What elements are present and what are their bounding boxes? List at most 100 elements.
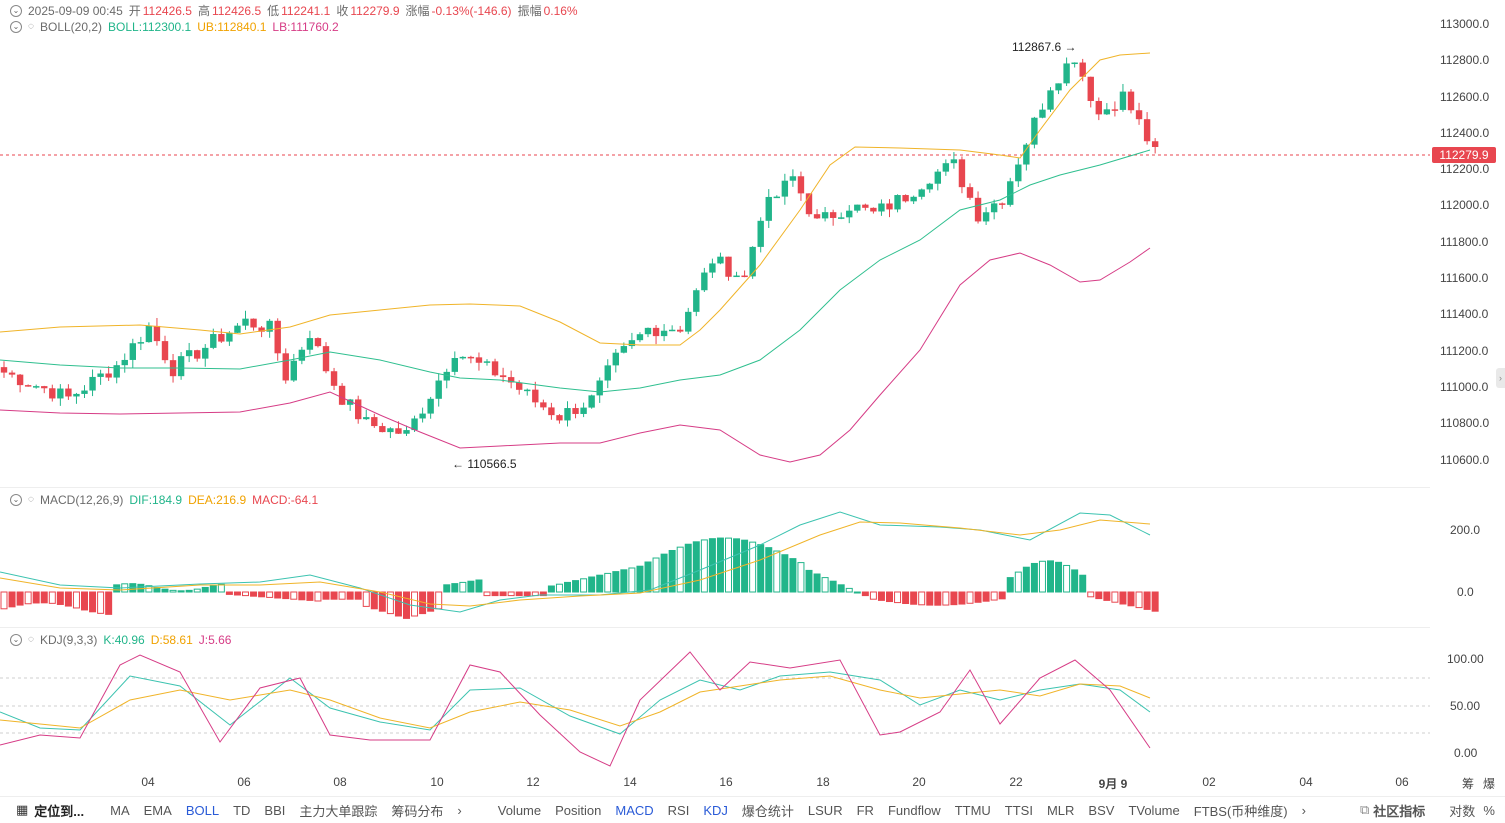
macd-tick: 0.0 [1457, 585, 1474, 599]
candle-body [177, 356, 185, 377]
macd-histogram-bar [161, 588, 169, 593]
collapse-icon[interactable]: ⌄ [10, 634, 22, 646]
candle-body [137, 342, 145, 344]
macd-histogram-bar [354, 591, 362, 600]
macd-histogram-bar [990, 591, 998, 601]
change-value: -0.13%(-146.6) [431, 3, 512, 18]
community-indicators-button[interactable]: 社区指标 [1373, 803, 1426, 819]
calendar-icon[interactable]: ▦ [16, 802, 29, 817]
indicator-mlr[interactable]: MLR [1046, 802, 1075, 818]
community-indicator-icon[interactable]: ⧉ [1359, 802, 1370, 817]
indicator-ma[interactable]: MA [110, 802, 130, 818]
indicator-rsi[interactable]: RSI [667, 802, 690, 818]
candle-body [628, 340, 636, 347]
macd-name[interactable]: MACD(12,26,9) [40, 493, 124, 507]
price-tick: 112200.0 [1440, 162, 1490, 176]
candle-body [387, 428, 394, 433]
candle-body [1063, 63, 1070, 84]
kdj-name[interactable]: KDJ(9,3,3) [40, 633, 98, 647]
macd-histogram-bar [821, 577, 829, 593]
indicator-liquidation-stats[interactable]: 爆仓统计 [741, 803, 794, 819]
indicator-kdj[interactable]: KDJ [703, 802, 728, 818]
indicator-chip-distribution[interactable]: 筹码分布 [391, 803, 444, 819]
expand-panel-icon[interactable]: › [1496, 368, 1505, 388]
price-tick: 110600.0 [1440, 453, 1490, 467]
pane-divider[interactable] [0, 627, 1430, 628]
alert-bell-icon[interactable]: ◌ [28, 494, 34, 505]
macd-histogram-bar [475, 579, 483, 593]
open-value: 112426.5 [142, 3, 192, 18]
macd-histogram-bar [950, 591, 958, 606]
candle-body [507, 377, 515, 383]
macd-histogram-bar [555, 583, 563, 593]
locate-button[interactable]: 定位到... [34, 803, 85, 819]
macd-histogram-bar [958, 591, 966, 605]
macd-histogram-bar [580, 578, 588, 593]
candle-body [781, 180, 789, 197]
boll-ub-value: UB:112840.1 [197, 20, 267, 34]
indicator-fundflow[interactable]: Fundflow [887, 802, 941, 818]
pane-divider[interactable] [0, 487, 1430, 488]
indicator-macd[interactable]: MACD [615, 802, 654, 818]
collapse-icon[interactable]: ⌄ [10, 494, 22, 506]
macd-histogram-bar [765, 547, 773, 593]
boll-name[interactable]: BOLL(20,2) [40, 20, 103, 34]
auto-scale-toggle[interactable]: 自动 [1503, 801, 1505, 820]
candle-body [660, 330, 668, 337]
indicator-bbi[interactable]: BBI [264, 802, 286, 818]
alert-bell-icon[interactable]: ◌ [28, 634, 34, 645]
macd-histogram-bar [306, 591, 314, 601]
indicator-lsur[interactable]: LSUR [807, 802, 843, 818]
macd-histogram-bar [274, 591, 282, 599]
log-scale-toggle[interactable]: 对数 [1449, 803, 1476, 819]
macd-histogram-bar [225, 591, 233, 595]
liquidation-toggle[interactable]: 爆 [1482, 777, 1496, 791]
macd-histogram-bar [314, 591, 322, 602]
candle-body [1007, 181, 1014, 205]
indicator-ttmu[interactable]: TTMU [954, 802, 991, 818]
macd-histogram-bar [242, 591, 249, 597]
chip-distribution-toggle[interactable]: 筹 [1461, 777, 1475, 791]
macd-histogram-bar [1022, 566, 1030, 593]
time-tick: 22 [1009, 775, 1023, 789]
candle-body [1047, 90, 1054, 110]
macd-histogram-bar [8, 591, 16, 608]
kdj-tick: 100.00 [1447, 652, 1484, 666]
collapse-icon[interactable]: ⌄ [10, 21, 22, 33]
indicator-ttsi[interactable]: TTSI [1004, 802, 1033, 818]
more-sub-indicators-chevron-icon[interactable]: › [1301, 802, 1306, 818]
macd-histogram-bar [1071, 569, 1079, 593]
high-annotation: 112867.6 → [1012, 40, 1077, 54]
more-main-indicators-chevron-icon[interactable]: › [457, 802, 462, 818]
indicator-td[interactable]: TD [233, 802, 251, 818]
macd-histogram-bar [1006, 577, 1014, 593]
time-tick: 04 [1299, 775, 1313, 789]
indicator-ftbs[interactable]: FTBS(币种维度) [1193, 803, 1288, 819]
macd-histogram-bar [829, 580, 837, 593]
indicator-ema[interactable]: EMA [143, 802, 172, 818]
indicator-volume[interactable]: Volume [497, 802, 542, 818]
indicator-tvolume[interactable]: TVolume [1128, 802, 1180, 818]
candle-body [829, 212, 837, 218]
candle-body [556, 415, 563, 421]
macd-histogram-bar [539, 591, 547, 597]
candle-body [290, 360, 297, 381]
alert-bell-icon[interactable]: ◌ [28, 21, 34, 32]
price-tick: 111800.0 [1440, 235, 1489, 249]
indicator-fr[interactable]: FR [856, 802, 874, 818]
time-tick: 18 [816, 775, 830, 789]
indicator-bsv[interactable]: BSV [1088, 802, 1115, 818]
macd-histogram-bar [451, 583, 459, 593]
percent-scale-toggle[interactable]: % [1483, 802, 1495, 818]
macd-histogram-bar [282, 591, 290, 600]
collapse-icon[interactable]: ⌄ [10, 4, 22, 17]
candle-body [242, 318, 249, 326]
indicator-boll[interactable]: BOLL [185, 802, 220, 818]
indicator-main-order-tracking[interactable]: 主力大单跟踪 [299, 803, 378, 819]
macd-histogram-bar [572, 580, 580, 593]
indicator-position[interactable]: Position [555, 802, 602, 818]
price-tick: 111200.0 [1440, 344, 1489, 358]
candle-body [516, 382, 523, 390]
kdj-j-line [0, 651, 1151, 767]
